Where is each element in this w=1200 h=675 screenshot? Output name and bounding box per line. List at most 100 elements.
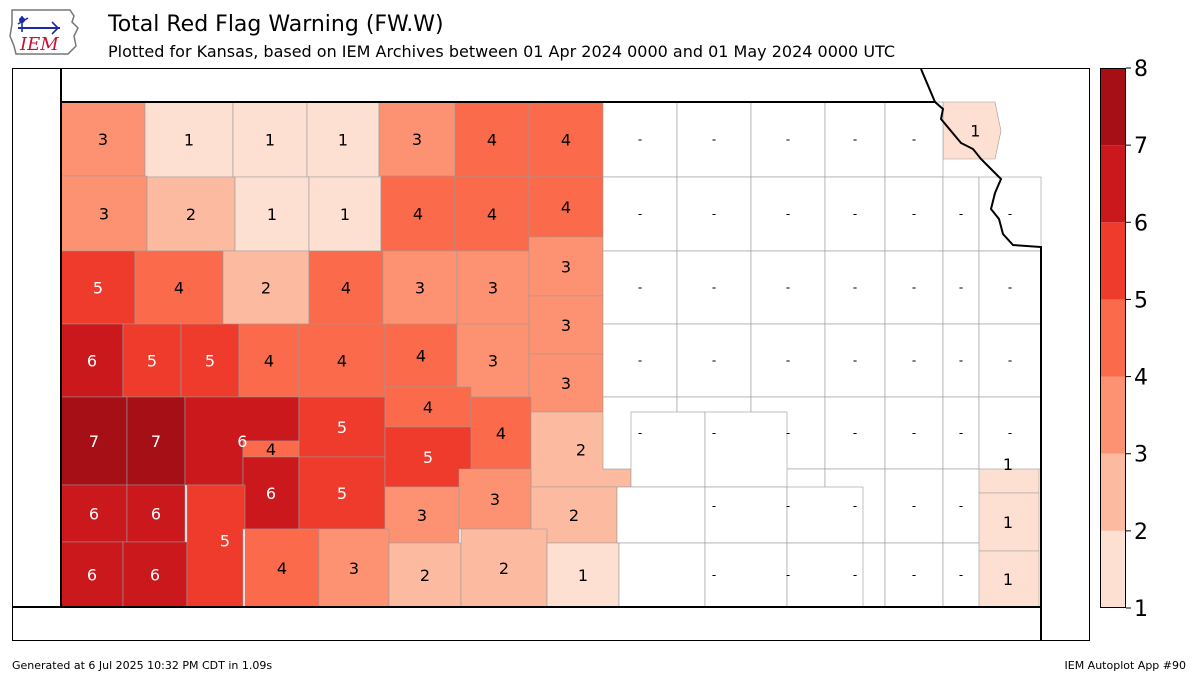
county-value-label: 4 — [266, 440, 276, 459]
county-value-label: 5 — [423, 448, 433, 467]
county-shape-empty — [618, 542, 706, 608]
county-shape-empty — [786, 542, 864, 608]
colorbar-swatches — [1100, 68, 1126, 608]
county-no-data-label: - — [786, 281, 790, 295]
county-shape-empty — [884, 250, 944, 325]
county-value-label: 1 — [1003, 513, 1013, 532]
county-no-data-label: - — [912, 568, 916, 582]
county-no-data-label: - — [912, 426, 916, 440]
county-no-data-label: - — [912, 354, 916, 368]
county-shape-empty — [942, 396, 980, 470]
county-no-data-label: - — [1008, 281, 1012, 295]
county-value-label: 7 — [151, 432, 161, 451]
county-shape-empty — [704, 542, 788, 608]
county-value-label: 3 — [349, 559, 359, 578]
county-no-data-label: - — [853, 133, 857, 147]
colorbar-tick-label: 1 — [1134, 597, 1148, 620]
chart-title: Total Red Flag Warning (FW.W) — [108, 12, 444, 37]
county-value-label: 4 — [341, 279, 351, 298]
county-no-data-label: - — [1008, 207, 1012, 221]
chart-subtitle: Plotted for Kansas, based on IEM Archive… — [108, 42, 896, 61]
colorbar-tick-label: 8 — [1134, 58, 1148, 82]
county-value-label: 1 — [340, 205, 350, 224]
colorbar-tick-label: 2 — [1134, 520, 1148, 545]
county-value-label: 6 — [237, 432, 247, 451]
county-shape-empty — [978, 323, 1042, 398]
county-value-label: 4 — [264, 352, 274, 371]
county-shape-empty — [824, 176, 886, 252]
county-no-data-label: - — [959, 568, 963, 582]
county-value-label: 5 — [147, 352, 157, 371]
county-value-label: 3 — [561, 316, 571, 335]
county-no-data-label: - — [712, 133, 716, 147]
county-value-label: 2 — [499, 559, 509, 578]
county-value-label: 1 — [338, 131, 348, 150]
county-value-label: 1 — [1003, 455, 1013, 474]
county-value-label: 4 — [561, 198, 571, 217]
county-shape-empty — [942, 468, 980, 544]
county-no-data-label: - — [959, 354, 963, 368]
county-no-data-label: - — [786, 133, 790, 147]
county-value-label: 1 — [970, 122, 980, 141]
county-shape-empty — [978, 250, 1042, 325]
county-no-data-label: - — [638, 354, 642, 368]
county-shape-empty — [942, 323, 980, 398]
county-value-label: 3 — [561, 258, 571, 277]
county-value-label: 6 — [87, 352, 97, 371]
county-value-label: 1 — [267, 205, 277, 224]
county-no-data-label: - — [712, 354, 716, 368]
county-no-data-label: - — [1008, 426, 1012, 440]
county-shape-empty — [942, 176, 980, 252]
county-value-label: 4 — [413, 205, 423, 224]
county-no-data-label: - — [853, 281, 857, 295]
county-no-data-label: - — [786, 568, 790, 582]
county-value-label: 3 — [417, 506, 427, 525]
svg-text:IEM: IEM — [19, 34, 59, 55]
county-value-label: 6 — [87, 566, 97, 585]
county-value-label: 6 — [151, 505, 161, 524]
county-value-label: 3 — [415, 279, 425, 298]
county-value-label: 4 — [496, 424, 506, 443]
county-value-label: 3 — [98, 130, 108, 149]
county-value-label: 1 — [184, 131, 194, 150]
county-value-label: 4 — [423, 398, 433, 417]
county-shape-empty — [630, 411, 706, 488]
county-value-label: 5 — [337, 418, 347, 437]
county-no-data-label: - — [912, 207, 916, 221]
county-no-data-label: - — [712, 281, 716, 295]
colorbar-swatch — [1100, 68, 1126, 146]
generated-timestamp: Generated at 6 Jul 2025 10:32 PM CDT in … — [12, 659, 273, 672]
county-shape-empty — [676, 250, 752, 325]
iem-logo: IEM — [8, 6, 80, 58]
county-value-label: 2 — [261, 279, 271, 298]
county-value-label: 5 — [205, 352, 215, 371]
county-value-label: 2 — [576, 441, 586, 460]
county-shape-empty — [884, 396, 944, 470]
county-no-data-label: - — [712, 568, 716, 582]
county-no-data-label: - — [959, 426, 963, 440]
colorbar-swatch — [1100, 145, 1126, 223]
county-shape-empty — [676, 323, 752, 398]
county-value-label: 4 — [277, 559, 287, 578]
colorbar-swatch — [1100, 222, 1126, 300]
county-no-data-label: - — [853, 499, 857, 513]
kansas-state-outline — [60, 101, 1042, 608]
county-no-data-label: - — [712, 426, 716, 440]
county-no-data-label: - — [853, 354, 857, 368]
county-value-label: 1 — [265, 131, 275, 150]
county-value-label: 4 — [487, 205, 497, 224]
county-no-data-label: - — [638, 426, 642, 440]
county-shape-empty — [978, 396, 1042, 470]
colorbar-tick-label: 6 — [1134, 211, 1148, 236]
county-shape-empty — [824, 323, 886, 398]
county-value-label: 3 — [412, 130, 422, 149]
county-value-label: 4 — [487, 131, 497, 150]
county-value-label: 3 — [488, 279, 498, 298]
county-value-label: 4 — [174, 279, 184, 298]
county-value-label: 3 — [99, 205, 109, 224]
colorbar-tick-label: 5 — [1134, 288, 1148, 313]
county-value-label: 6 — [89, 505, 99, 524]
